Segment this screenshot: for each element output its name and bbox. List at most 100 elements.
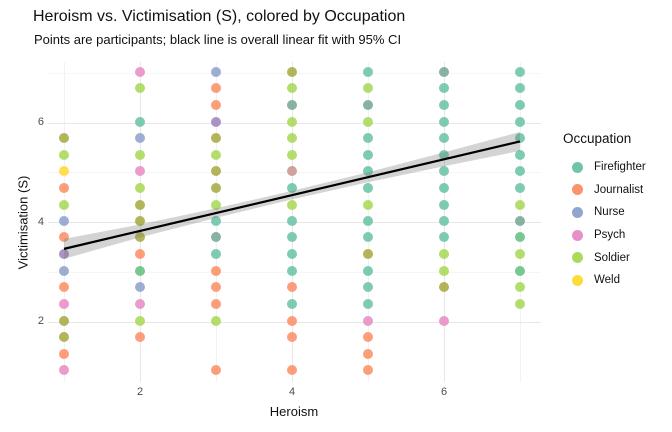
legend-item-journalist: Journalist (561, 179, 671, 202)
data-point (211, 315, 221, 326)
legend-swatch-icon (572, 206, 583, 218)
legend-item-firefighter: Firefighter (561, 156, 671, 179)
legend-title: Occupation (563, 131, 632, 146)
data-point (363, 166, 373, 177)
data-point (363, 216, 373, 226)
data-point (287, 216, 297, 226)
legend-label: Psych (594, 229, 626, 242)
data-point (211, 216, 221, 226)
data-point (287, 149, 297, 160)
x-tick-label: 6 (440, 386, 448, 398)
data-point (515, 182, 525, 193)
legend-item-weld: Weld (561, 269, 671, 292)
data-point (287, 265, 297, 276)
data-point (135, 149, 145, 160)
data-point (211, 66, 221, 77)
legend-item-nurse: Nurse (561, 201, 671, 224)
data-point (515, 66, 525, 77)
data-point (287, 199, 297, 210)
data-point (439, 100, 449, 111)
plot-panel (48, 62, 541, 382)
x-tick-label: 4 (288, 386, 296, 398)
legend-label: Weld (594, 274, 620, 287)
data-point (211, 265, 221, 276)
data-point (515, 299, 525, 310)
data-point (287, 100, 297, 111)
data-point (515, 116, 525, 127)
data-point (439, 83, 449, 94)
data-point (135, 182, 145, 193)
data-point (211, 282, 221, 293)
data-point (287, 365, 297, 376)
data-point (439, 232, 449, 243)
data-point (363, 232, 373, 243)
legend-label: Journalist (594, 183, 644, 196)
data-point (515, 166, 525, 177)
data-point (515, 100, 525, 111)
data-point (211, 100, 221, 111)
data-point (363, 315, 373, 326)
data-point (59, 299, 69, 310)
data-point (59, 282, 69, 293)
data-point (287, 66, 297, 77)
data-point (515, 282, 525, 293)
data-point (363, 365, 373, 376)
data-point (439, 166, 449, 177)
data-point (135, 249, 145, 260)
data-point (287, 331, 297, 342)
data-point (515, 265, 525, 276)
legend-swatch-icon (572, 161, 583, 173)
data-point (135, 216, 145, 226)
data-point (59, 149, 69, 160)
data-point (363, 299, 373, 310)
data-point (363, 149, 373, 160)
data-point (135, 315, 145, 326)
legend-swatch-icon (572, 252, 583, 264)
data-point (135, 282, 145, 293)
data-point (59, 331, 69, 342)
data-point (287, 282, 297, 293)
legend-label: Firefighter (594, 161, 646, 174)
data-point (135, 199, 145, 210)
legend-items: Firefighter Journalist Nurse Psych Soldier We… (561, 156, 671, 292)
data-point (287, 116, 297, 127)
data-point (439, 199, 449, 210)
y-axis-title: Victimisation (S) (15, 175, 31, 270)
data-point (59, 315, 69, 326)
y-tick-label: 4 (37, 215, 44, 228)
x-axis-title: Heroism (269, 404, 319, 419)
data-point (515, 249, 525, 260)
data-point (515, 132, 525, 143)
data-point (363, 282, 373, 293)
data-point (287, 249, 297, 260)
data-point (439, 149, 449, 160)
data-point (135, 166, 145, 177)
data-point (439, 216, 449, 226)
data-point (287, 315, 297, 326)
data-point (211, 199, 221, 210)
data-point (59, 249, 69, 260)
data-point (59, 182, 69, 193)
data-point (439, 66, 449, 77)
legend-swatch-icon (572, 274, 583, 286)
data-point (515, 232, 525, 243)
data-point (287, 83, 297, 94)
data-point (211, 83, 221, 94)
data-point (59, 348, 69, 359)
chart-title: Heroism vs. Victimisation (S), colored b… (33, 8, 406, 25)
data-point (439, 116, 449, 127)
legend-item-soldier: Soldier (561, 246, 671, 269)
data-point (515, 83, 525, 94)
data-point (59, 265, 69, 276)
data-point (59, 232, 69, 243)
data-point (515, 149, 525, 160)
legend-label: Soldier (594, 251, 630, 264)
data-point (135, 116, 145, 127)
y-tick-label: 6 (37, 116, 44, 128)
data-point (439, 182, 449, 193)
data-point (135, 299, 145, 310)
data-point (287, 182, 297, 193)
data-point (211, 149, 221, 160)
legend-label: Nurse (594, 206, 625, 219)
